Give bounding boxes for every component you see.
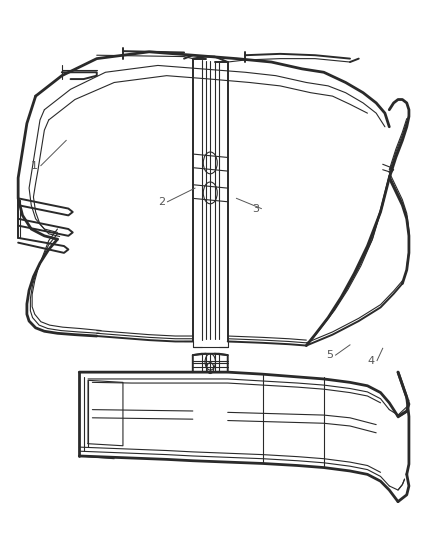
Text: 1: 1 xyxy=(31,160,38,171)
Text: 4: 4 xyxy=(367,356,374,366)
Text: 3: 3 xyxy=(252,204,259,214)
Text: 5: 5 xyxy=(326,350,333,360)
Text: 2: 2 xyxy=(158,197,165,207)
